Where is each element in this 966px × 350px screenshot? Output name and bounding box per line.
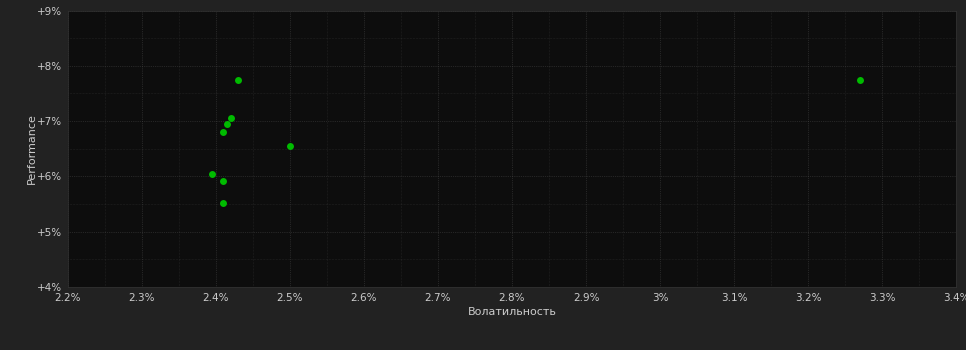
X-axis label: Волатильность: Волатильность — [468, 307, 556, 317]
Point — [219, 121, 235, 127]
Point — [852, 77, 867, 83]
Point — [215, 178, 231, 184]
Point — [215, 200, 231, 206]
Point — [230, 77, 245, 83]
Y-axis label: Performance: Performance — [26, 113, 37, 184]
Point — [205, 171, 220, 176]
Point — [282, 143, 298, 149]
Point — [215, 130, 231, 135]
Point — [223, 116, 239, 121]
